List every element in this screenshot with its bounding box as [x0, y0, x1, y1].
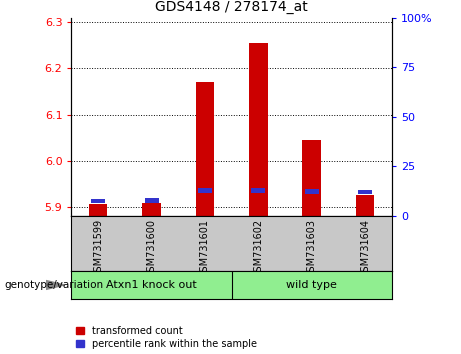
Bar — [198, 188, 212, 193]
Bar — [195, 82, 214, 216]
Text: GSM731600: GSM731600 — [147, 219, 157, 278]
Bar — [142, 204, 161, 216]
Bar — [249, 43, 268, 216]
Bar — [356, 195, 374, 216]
Bar — [251, 188, 266, 193]
Text: GSM731599: GSM731599 — [93, 219, 103, 278]
Bar — [145, 199, 159, 203]
Polygon shape — [46, 280, 65, 290]
Bar — [91, 199, 105, 204]
Bar — [358, 190, 372, 194]
Title: GDS4148 / 278174_at: GDS4148 / 278174_at — [155, 0, 308, 14]
Text: GSM731604: GSM731604 — [360, 219, 370, 278]
Text: GSM731602: GSM731602 — [254, 219, 263, 278]
Legend: transformed count, percentile rank within the sample: transformed count, percentile rank withi… — [77, 326, 257, 349]
Text: Atxn1 knock out: Atxn1 knock out — [106, 280, 197, 290]
Text: GSM731601: GSM731601 — [200, 219, 210, 278]
Bar — [89, 204, 107, 216]
Bar — [302, 140, 321, 216]
Text: GSM731603: GSM731603 — [307, 219, 317, 278]
Text: genotype/variation: genotype/variation — [5, 280, 104, 290]
Text: wild type: wild type — [286, 280, 337, 290]
Bar — [305, 189, 319, 194]
